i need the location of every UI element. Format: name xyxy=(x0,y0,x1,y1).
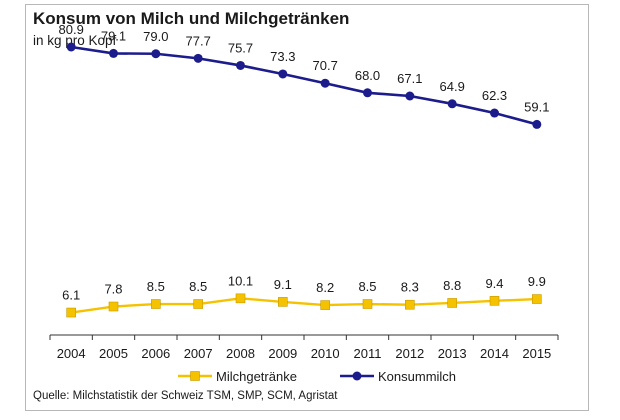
data-label: 7.8 xyxy=(104,282,122,297)
data-label: 9.9 xyxy=(528,274,546,289)
legend-marker xyxy=(190,371,200,381)
data-label: 9.4 xyxy=(485,276,503,291)
data-point xyxy=(66,307,76,318)
chart-title: Konsum von Milch und Milchgetränken xyxy=(33,9,350,28)
data-label: 8.5 xyxy=(189,279,207,294)
x-tick-label: 2008 xyxy=(226,346,255,361)
data-label: 8.5 xyxy=(147,279,165,294)
data-label: 59.1 xyxy=(524,99,549,114)
data-point xyxy=(108,301,119,312)
data-label: 80.9 xyxy=(59,22,84,37)
x-tick-label: 2011 xyxy=(354,346,382,361)
legend-label: Konsummilch xyxy=(378,369,456,384)
source-note: Quelle: Milchstatistik der Schweiz TSM, … xyxy=(33,390,338,402)
data-label: 8.5 xyxy=(358,279,376,294)
data-point xyxy=(489,296,500,306)
series-line-Konsummilch xyxy=(70,45,538,126)
data-label: 6.1 xyxy=(62,288,80,303)
data-point xyxy=(278,69,288,79)
data-label: 79.1 xyxy=(101,28,126,43)
data-point xyxy=(109,48,118,58)
data-point xyxy=(447,298,457,308)
x-tick-label: 2009 xyxy=(268,346,297,361)
data-point xyxy=(362,299,373,309)
x-tick-label: 2010 xyxy=(311,346,340,361)
legend-marker xyxy=(352,371,362,381)
data-point xyxy=(490,108,499,118)
x-tick-label: 2006 xyxy=(141,346,170,361)
data-point xyxy=(405,299,415,310)
data-point xyxy=(447,99,457,109)
data-label: 70.7 xyxy=(313,58,338,73)
data-point xyxy=(151,299,161,309)
data-label: 10.1 xyxy=(228,273,253,288)
data-point xyxy=(278,297,288,307)
data-point xyxy=(235,293,246,304)
data-point xyxy=(532,119,542,129)
data-label: 75.7 xyxy=(228,40,253,55)
data-label: 8.8 xyxy=(443,278,461,293)
data-point xyxy=(236,60,245,70)
legend-label: Milchgetränke xyxy=(216,369,297,384)
data-label: 9.1 xyxy=(274,277,292,292)
data-point xyxy=(320,300,330,310)
data-label: 73.3 xyxy=(270,49,295,64)
data-point xyxy=(320,78,330,88)
data-point xyxy=(532,294,542,304)
series-line-Milchgetränke xyxy=(70,297,537,314)
data-point xyxy=(193,299,203,309)
x-tick-label: 2005 xyxy=(99,346,128,361)
data-label: 77.7 xyxy=(186,33,211,48)
data-label: 64.9 xyxy=(440,79,465,94)
data-point xyxy=(405,91,415,101)
data-label: 8.2 xyxy=(316,280,334,295)
data-point xyxy=(193,53,203,63)
data-label: 8.3 xyxy=(401,280,419,295)
data-point xyxy=(363,88,372,98)
data-label: 79.0 xyxy=(143,29,168,44)
chart-frame xyxy=(25,4,589,411)
chart-subtitle: in kg pro Kopf xyxy=(33,33,117,48)
x-tick-label: 2004 xyxy=(57,346,86,361)
data-label: 68.0 xyxy=(355,68,380,83)
data-point xyxy=(66,42,76,52)
x-tick-label: 2013 xyxy=(438,346,467,361)
data-point xyxy=(151,49,161,59)
x-tick-label: 2015 xyxy=(522,346,551,361)
data-label: 62.3 xyxy=(482,88,507,103)
x-tick-label: 2014 xyxy=(480,346,509,361)
data-label: 67.1 xyxy=(397,71,422,86)
x-tick-label: 2012 xyxy=(395,346,424,361)
x-tick-label: 2007 xyxy=(184,346,213,361)
